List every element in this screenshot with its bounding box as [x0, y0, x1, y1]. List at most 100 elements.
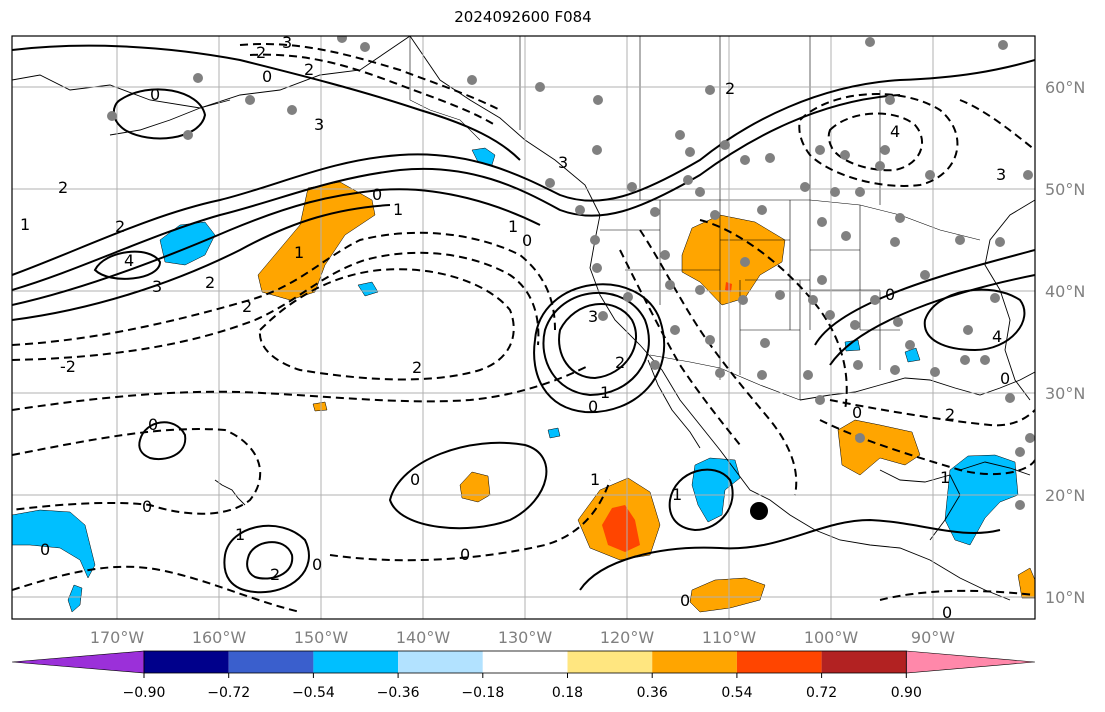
contour-neg-gulf	[819, 419, 1035, 476]
contour-label: 1	[508, 217, 518, 236]
coastlines	[12, 36, 1035, 601]
storm-marker	[750, 502, 768, 520]
latitude-labels: 60°N 50°N 40°N 30°N 20°N 10°N	[1045, 78, 1085, 607]
colorbar-tick-label: 0.90	[891, 685, 922, 701]
contour-label: 0	[40, 540, 50, 559]
lon-label: 150°W	[294, 628, 349, 647]
contour-label: 0	[1000, 369, 1010, 388]
contour-label: 2	[58, 178, 68, 197]
station-dots	[107, 36, 1035, 510]
contour-neg-plains	[699, 219, 848, 411]
contour-label: 0	[680, 591, 690, 610]
contour-label: 1	[294, 243, 304, 262]
contour-label: 4	[992, 327, 1002, 346]
contour-label: 1	[600, 383, 610, 402]
contour-neg-gulf-2	[829, 399, 1035, 427]
contour-neg-north-1	[239, 43, 501, 111]
contour-neg-south-east	[879, 589, 1035, 601]
colorbar-segment	[228, 651, 314, 673]
contour-west-coast-low-3	[533, 283, 666, 414]
contour-label: 1	[393, 200, 403, 219]
contour-label: 1	[672, 485, 682, 504]
coastline-east-us	[984, 199, 1035, 401]
contour-label: 2	[412, 358, 422, 377]
contour-label: 4	[890, 122, 900, 141]
blue-region-caribbean	[944, 454, 1019, 546]
shaded-regions	[12, 147, 1035, 613]
colorbar-tick-label: −0.72	[207, 685, 250, 701]
lat-label: 40°N	[1045, 282, 1085, 301]
lat-label: 20°N	[1045, 486, 1085, 505]
colorbar-segment	[313, 651, 399, 673]
contour-hawaii-low-2	[246, 541, 294, 580]
colorbar-tick-label: 0.36	[637, 685, 668, 701]
colorbar-segment	[821, 651, 907, 673]
contour-neg-subtropical-2	[12, 428, 262, 515]
lat-label: 30°N	[1045, 384, 1085, 403]
map-area	[12, 36, 1035, 619]
contour-label: 0	[852, 403, 862, 422]
lat-label: 50°N	[1045, 180, 1085, 199]
contour-label: 0	[312, 555, 322, 574]
lon-label: 120°W	[600, 628, 655, 647]
contour-neg-rockies	[639, 229, 798, 496]
contour-label: 0	[410, 470, 420, 489]
colorbar-tick-label: −0.36	[377, 685, 420, 701]
contour-label: 1	[235, 525, 245, 544]
colorbar-segment	[652, 651, 737, 673]
contour-jet-1	[12, 59, 1035, 276]
contour-label: 2	[725, 79, 735, 98]
contour-neg-north-2	[249, 53, 496, 126]
blue-region-gulf-alaska	[471, 147, 496, 166]
contour-label: 1	[590, 470, 600, 489]
contour-label: 4	[124, 251, 134, 270]
contour-labels: 0 2 3 2 3 0 2 1 2 4 3 2 1 0 1 2 -2 2 0 0…	[20, 36, 1010, 622]
contour-hawaii-low	[223, 524, 310, 594]
contour-jet-2	[12, 94, 901, 291]
map-title: 2024092600 F084	[454, 8, 592, 26]
contour-label: 0	[142, 497, 152, 516]
contour-west-high	[138, 421, 187, 460]
contour-label: 0	[372, 185, 382, 204]
contour-label: 3	[996, 165, 1006, 184]
coastline-yucatan	[879, 469, 961, 541]
colorbar-segment	[482, 651, 568, 673]
blue-region-north-pacific	[159, 221, 216, 266]
contour-label: 3	[588, 307, 598, 326]
colorbar-tick-label: −0.18	[461, 685, 504, 701]
contour-label: 1	[20, 215, 30, 234]
coastline-hawaii	[214, 479, 246, 506]
contour-label: 2	[304, 60, 314, 79]
orange-region-north-pacific	[257, 181, 376, 301]
contour-label: 2	[270, 565, 280, 584]
orange-region-east-edge	[1017, 567, 1035, 599]
lon-label: 160°W	[192, 628, 247, 647]
colorbar-tick-label: 0.72	[806, 685, 837, 701]
contour-east-high	[923, 288, 1026, 352]
state-lines	[600, 200, 900, 400]
contour-label: 0	[942, 603, 952, 622]
longitude-labels: 170°W 160°W 150°W 140°W 130°W 120°W 110°…	[90, 628, 955, 647]
map-frame	[11, 35, 1036, 620]
contour-neg-south-2	[329, 479, 611, 562]
contour-neg-northeast-2	[827, 112, 924, 172]
canada-provinces	[519, 36, 881, 205]
contour-label: 2	[205, 273, 215, 292]
contour-neg-pacific-trough-3	[258, 268, 515, 381]
coastline-west-coast	[409, 36, 1011, 601]
lon-label: 170°W	[90, 628, 145, 647]
contour-label: 2	[945, 405, 955, 424]
lon-label: 100°W	[804, 628, 859, 647]
contour-central-high	[388, 441, 548, 530]
contour-neg-pacific-trough-2	[12, 251, 540, 361]
contour-label: 3	[152, 277, 162, 296]
coastline-cuba	[959, 461, 1031, 476]
colorbar-segment	[398, 651, 483, 673]
contour-label: 0	[522, 231, 532, 250]
colorbar-tick-label: −0.54	[292, 685, 335, 701]
lat-label: 60°N	[1045, 78, 1085, 97]
colorbar-segment	[905, 650, 1036, 674]
contour-low-4	[93, 250, 162, 280]
lat-label: 10°N	[1045, 588, 1085, 607]
